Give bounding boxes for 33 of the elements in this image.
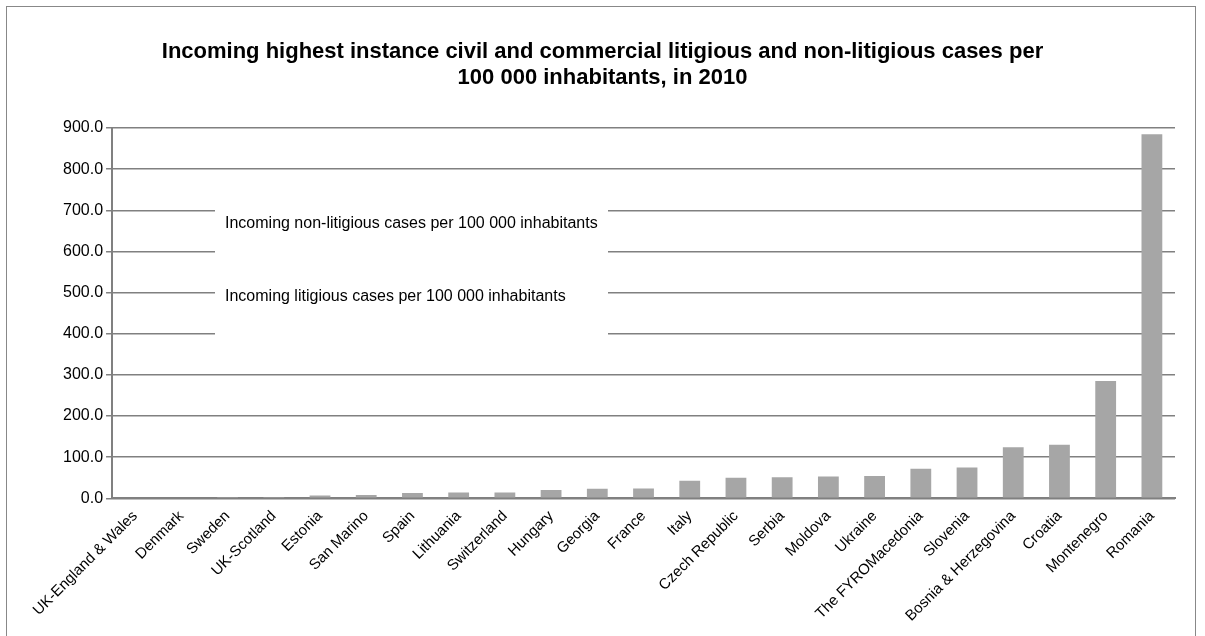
bar <box>540 490 562 498</box>
y-tick-label: 600.0 <box>62 241 104 259</box>
bar <box>309 495 331 498</box>
bar <box>355 495 377 498</box>
bar <box>956 467 978 498</box>
bar <box>1095 381 1117 498</box>
bar <box>864 476 885 498</box>
bar <box>817 476 839 498</box>
y-tick-label: 200.0 <box>62 406 104 424</box>
bar <box>1049 444 1070 498</box>
bar <box>448 492 470 498</box>
bar <box>725 477 747 498</box>
bar <box>586 488 608 498</box>
bar <box>402 492 423 498</box>
y-tick-label: 400.0 <box>62 324 104 342</box>
y-tick-label: 500.0 <box>62 283 104 300</box>
y-tick-label: 700.0 <box>62 200 104 218</box>
bar <box>1002 447 1024 498</box>
bar <box>910 468 932 498</box>
y-tick-label: 900.0 <box>62 118 104 136</box>
y-tick-label: 0.0 <box>80 488 104 506</box>
bar <box>633 488 654 498</box>
bar <box>771 477 793 498</box>
y-tick-label: 300.0 <box>62 365 104 383</box>
bar <box>494 492 516 498</box>
y-tick-label: 800.0 <box>62 159 104 177</box>
annotation: Incoming non-litigious cases per 100 000 inhabitants <box>225 213 598 233</box>
chart-title: Incoming highest instance civil and commercial litigious and non-litigious cases per 100 000 inhabitants, in 2010 <box>160 38 1045 90</box>
x-tick-label: Italy <box>663 506 696 539</box>
bar <box>1141 134 1163 498</box>
bar <box>679 480 701 498</box>
y-tick-label: 100.0 <box>62 447 104 465</box>
annotation: Incoming litigious cases per 100 000 inhabitants <box>225 286 567 306</box>
